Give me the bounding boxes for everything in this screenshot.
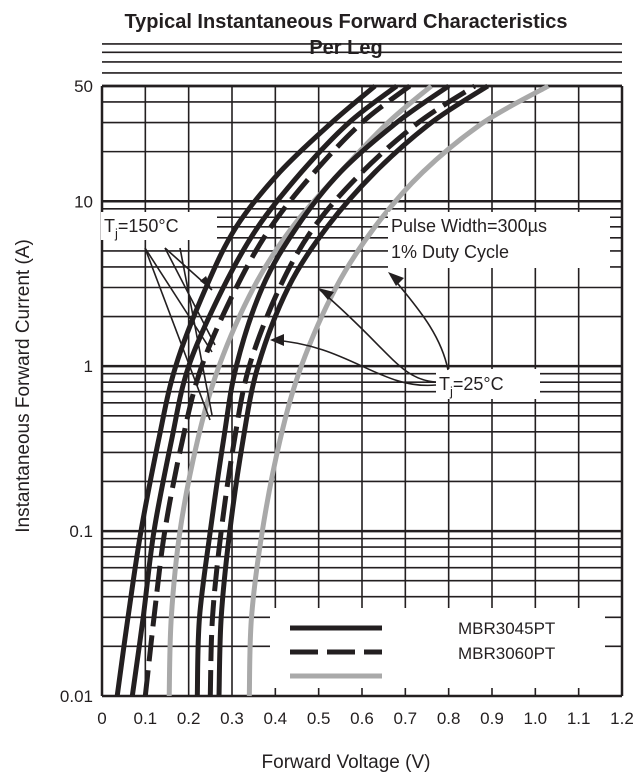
x-tick-label: 0.8 xyxy=(437,709,461,728)
leader-150-2 xyxy=(144,247,211,421)
arrowhead-150 xyxy=(200,276,212,290)
duty-cycle-label: 1% Duty Cycle xyxy=(391,242,509,262)
tj25-text: =25°C xyxy=(453,374,504,394)
leader-25-2 xyxy=(271,339,437,387)
tj25-prefix: T xyxy=(439,374,450,394)
y-tick-label: 50 xyxy=(74,77,93,96)
legend: MBR3045PT MBR3060PT xyxy=(270,608,605,688)
arrowhead-25-1 xyxy=(318,288,334,300)
chart-title: Typical Instantaneous Forward Characteri… xyxy=(124,11,567,33)
chart-subtitle: Per Leg xyxy=(309,37,382,59)
series-line-150C-2 xyxy=(142,84,412,697)
svg-text:Tj=150°C: Tj=150°C xyxy=(104,216,179,241)
leader-150-1 xyxy=(144,247,213,353)
x-tick-label: 0.1 xyxy=(134,709,158,728)
x-tick-label: 0.7 xyxy=(394,709,418,728)
arrowhead-pulse xyxy=(388,272,404,286)
x-tick-label: 0.5 xyxy=(307,709,331,728)
y-axis-label: Instantaneous Forward Current (A) xyxy=(13,239,34,533)
x-tick-label: 0.3 xyxy=(220,709,244,728)
x-tick-label: 0 xyxy=(97,709,106,728)
legend-label-mbr3060pt: MBR3060PT xyxy=(458,644,555,663)
annotation-tj25: Tj=25°C xyxy=(436,369,540,399)
y-tick-label: 0.01 xyxy=(60,687,93,706)
series-line-25C-6 xyxy=(216,83,490,697)
legend-label-mbr3045pt: MBR3045PT xyxy=(458,619,555,638)
x-tick-label: 0.4 xyxy=(264,709,288,728)
svg-text:Tj=25°C: Tj=25°C xyxy=(439,374,504,399)
y-tick-label: 10 xyxy=(74,192,93,211)
grid xyxy=(100,43,624,698)
tj150-text: =150°C xyxy=(118,216,179,236)
y-tick-labels: 0.01 0.1 1 10 50 xyxy=(60,77,93,706)
x-tick-label: 0.2 xyxy=(177,709,201,728)
leader-150-5 xyxy=(179,247,213,416)
x-tick-label: 0.6 xyxy=(350,709,374,728)
leader-pulse xyxy=(394,279,449,371)
pulse-width-label: Pulse Width=300µs xyxy=(391,216,547,236)
x-tick-label: 1.1 xyxy=(567,709,591,728)
annotation-tj150: Tj=150°C xyxy=(101,212,217,241)
x-axis-label: Forward Voltage (V) xyxy=(262,752,431,773)
annotation-pulse: Pulse Width=300µs 1% Duty Cycle xyxy=(388,212,610,268)
x-tick-label: 0.9 xyxy=(480,709,504,728)
arrowheads xyxy=(200,272,404,346)
series-line-150C-1 xyxy=(129,84,399,697)
tj150-prefix: T xyxy=(104,216,115,236)
leader-25-1 xyxy=(319,289,437,383)
tj25-sub: j xyxy=(449,384,453,399)
series-line-25C-4 xyxy=(194,83,451,697)
series-line-25C-5 xyxy=(207,83,477,697)
y-tick-label: 1 xyxy=(84,357,93,376)
x-tick-label: 1.2 xyxy=(610,709,634,728)
tj150-sub: j xyxy=(114,226,118,241)
series-line-25C-7 xyxy=(246,83,550,697)
x-tick-label: 1.0 xyxy=(524,709,548,728)
arrowhead-25-2 xyxy=(270,334,284,346)
annotation-arrows xyxy=(144,247,449,421)
series-line-150C-0 xyxy=(114,84,377,697)
y-tick-label: 0.1 xyxy=(69,522,93,541)
series-lines xyxy=(114,83,550,697)
x-tick-labels: 0 0.1 0.2 0.3 0.4 0.5 0.6 0.7 0.8 0.9 1.0 1.1 1.2 xyxy=(97,709,634,728)
